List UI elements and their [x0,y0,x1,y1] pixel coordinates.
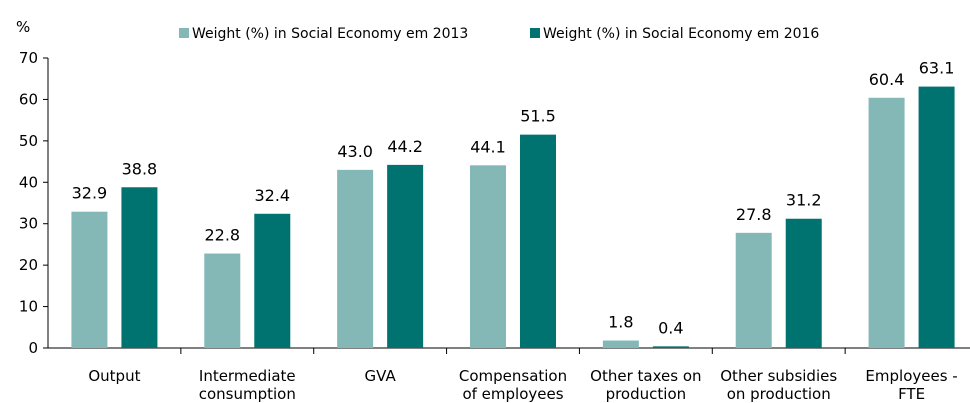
legend-swatch [179,28,189,38]
x-axis [48,347,970,354]
bar-2016 [254,213,291,348]
bar-2013 [337,169,374,348]
bar-2013 [602,340,639,348]
bars [71,86,955,349]
category-label: Compensation [459,367,567,385]
y-axis-unit-label: % [16,18,30,36]
bar-2013 [71,211,108,348]
bar-2016 [387,164,424,348]
data-label: 0.4 [658,318,683,337]
data-label: 51.5 [520,107,556,126]
category-label: Employees - [865,367,957,385]
category-label: production [606,385,687,403]
y-tick-label: 50 [19,132,38,150]
legend-label: Weight (%) in Social Economy em 2013 [192,26,468,42]
bar-2016 [652,346,689,348]
data-label: 43.0 [337,142,373,161]
category-label: of employees [462,385,563,403]
bar-2013 [868,97,905,349]
y-tick-label: 0 [28,339,38,357]
data-label: 31.2 [786,191,822,210]
y-tick-label: 70 [19,49,38,67]
category-label: FTE [898,385,925,403]
data-label: 32.9 [72,184,108,203]
y-tick-label: 60 [19,90,38,108]
category-label: on production [727,385,831,403]
bar-2016 [121,187,158,348]
category-label: Intermediate [199,367,296,385]
data-labels: 32.9 38.8 22.8 32.4 43.0 44.2 44.1 51.5 1.8 0.4 27… [72,59,955,338]
category-label: Other subsidies [720,367,837,385]
data-label: 60.4 [869,70,905,89]
data-label: 22.8 [204,226,240,245]
bar-2013 [204,253,241,348]
category-label: consumption [199,385,296,403]
data-label: 44.2 [387,137,423,156]
data-label: 32.4 [254,186,290,205]
legend: Weight (%) in Social Economy em 2013 Weig… [179,26,819,42]
bar-2016 [918,86,955,348]
bar-2013 [735,232,772,348]
legend-label: Weight (%) in Social Economy em 2016 [543,26,819,42]
data-label: 27.8 [736,205,772,224]
data-label: 44.1 [470,137,506,156]
category-label: Output [88,367,140,385]
bar-2016 [785,218,822,348]
y-tick-label: 10 [19,298,38,316]
y-tick-label: 30 [19,215,38,233]
y-tick-label: 20 [19,256,38,274]
data-label: 63.1 [919,59,955,78]
y-tick-label: 40 [19,173,38,191]
y-axis: 0 10 20 30 40 50 60 70 [19,49,49,357]
category-label: Other taxes on [590,367,701,385]
data-label: 1.8 [608,313,633,332]
legend-swatch [530,28,540,38]
category-label: GVA [365,367,397,385]
bar-2016 [520,134,556,348]
bar-2013 [470,165,506,348]
data-label: 38.8 [122,159,158,178]
